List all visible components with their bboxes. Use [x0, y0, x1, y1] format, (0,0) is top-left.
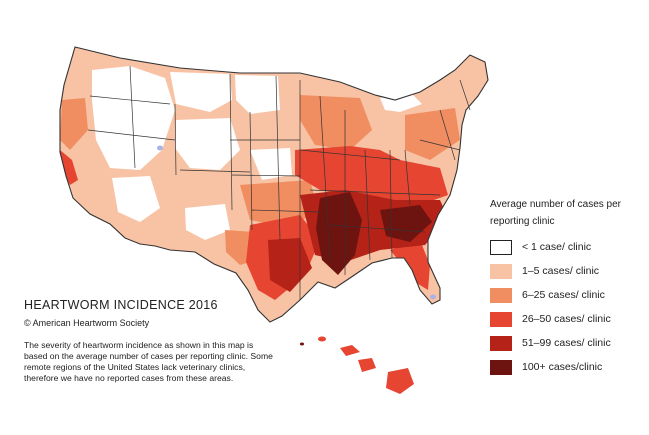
legend-swatch	[490, 359, 512, 375]
hawaii-island-molokai	[340, 345, 360, 356]
legend-item-51-99: 51–99 cases/ clinic	[490, 335, 640, 351]
region-no-data-kansas	[250, 148, 292, 180]
legend-label: 26–50 cases/ clinic	[522, 313, 611, 325]
legend-swatch	[490, 239, 512, 255]
region-high-california-coast	[60, 150, 78, 185]
region-mid-northeast	[405, 108, 460, 160]
legend-item-26-50: 26–50 cases/ clinic	[490, 311, 640, 327]
region-no-data-dakotas	[235, 75, 280, 114]
region-no-data-wyoming	[175, 118, 240, 170]
legend-title: Average number of cases per reporting cl…	[490, 199, 622, 227]
region-high-ohio-valley	[295, 146, 448, 205]
region-mid-pacific-coast	[60, 98, 88, 150]
hawaii-island-big-island	[386, 368, 414, 394]
legend-swatch	[490, 311, 512, 327]
incidence-regions	[60, 66, 460, 300]
region-no-data-northwest	[92, 66, 175, 170]
state-borders	[87, 65, 471, 300]
great-salt-lake	[157, 145, 163, 151]
region-highest-carolinas-georgia	[380, 205, 432, 242]
map-description: The severity of heartworm incidence as s…	[24, 340, 273, 383]
region-higher-east-texas	[268, 238, 312, 292]
legend-label: 1–5 cases/ clinic	[522, 265, 600, 277]
region-highest-mississippi-delta	[316, 192, 362, 275]
hawaii-island-oahu	[318, 336, 326, 342]
legend-item-1-5: 1–5 cases/ clinic	[490, 263, 640, 279]
legend-label: 6–25 cases/ clinic	[522, 289, 605, 301]
legend-item-6-25: 6–25 cases/ clinic	[490, 287, 640, 303]
lake-okeechobee	[430, 294, 436, 300]
legend-swatch	[490, 263, 512, 279]
legend-swatch	[490, 287, 512, 303]
legend-item-100-plus: 100+ cases/clinic	[490, 359, 640, 375]
legend-label: 51–99 cases/ clinic	[522, 337, 611, 349]
map-title: HEARTWORM INCIDENCE 2016	[24, 298, 218, 312]
region-no-data-new-mexico	[185, 204, 230, 240]
region-no-data-nevada	[112, 176, 160, 222]
region-no-data-montana	[170, 72, 232, 112]
hawaii	[300, 336, 414, 394]
hawaii-island-kauai	[300, 342, 304, 346]
legend-label: < 1 case/ clinic	[522, 241, 592, 253]
legend-item-less-than-1: < 1 case/ clinic	[490, 239, 640, 255]
legend-label: 100+ cases/clinic	[522, 361, 603, 373]
legend-swatch	[490, 335, 512, 351]
legend: Average number of cases per reporting cl…	[490, 196, 640, 383]
copyright-notice: © American Heartworm Society	[24, 318, 150, 328]
region-mid-upper-midwest	[300, 95, 372, 150]
legend-items: < 1 case/ clinic 1–5 cases/ clinic 6–25 …	[490, 239, 640, 375]
region-high-florida	[390, 240, 430, 290]
hawaii-island-maui	[358, 358, 376, 372]
